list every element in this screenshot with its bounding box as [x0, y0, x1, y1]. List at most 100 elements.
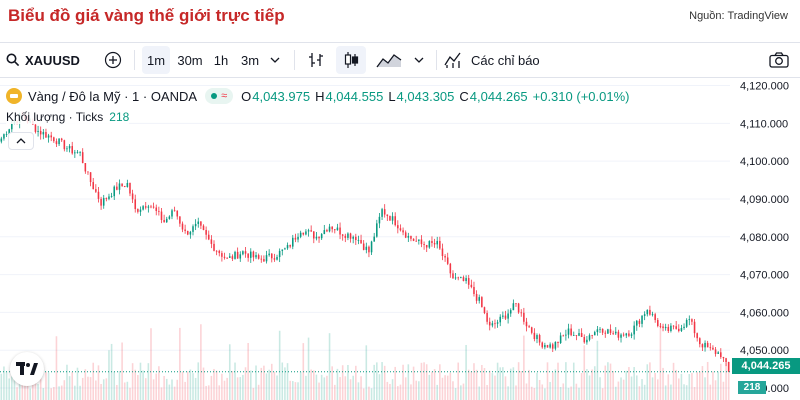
candle-body: [509, 310, 512, 314]
candle-body: [452, 273, 454, 279]
interval-1m[interactable]: 1m: [142, 46, 170, 74]
volume-bar: [404, 377, 407, 400]
volume-bar: [252, 387, 255, 400]
candle-body: [496, 322, 499, 324]
toolbar-divider: [294, 50, 295, 70]
interval-30m[interactable]: 30m: [177, 52, 203, 68]
toolbar-divider: [134, 50, 135, 70]
candle-body: [517, 303, 520, 313]
price-axis-label: 4,080.000: [740, 232, 789, 244]
candle-body: [630, 334, 633, 336]
volume-bar: [557, 362, 559, 400]
volume-bar: [207, 385, 210, 400]
candle-body: [662, 326, 664, 329]
volume-bar: [389, 383, 391, 400]
candle-body: [557, 341, 559, 343]
chevron-down-icon: [414, 57, 424, 63]
interval-1h[interactable]: 1h: [213, 52, 229, 68]
volume-bar: [496, 362, 499, 400]
volume-bar: [536, 372, 538, 400]
price-axis-label: 4,110.000: [740, 118, 788, 130]
candle-body: [583, 337, 586, 343]
candle-body: [412, 238, 415, 241]
volume-bar: [486, 385, 488, 400]
interval-3m[interactable]: 3m: [240, 52, 260, 68]
candle-body: [562, 335, 565, 337]
volume-bar: [441, 377, 444, 400]
candle-body: [171, 210, 173, 217]
candle-body: [129, 182, 131, 194]
candle-body: [654, 314, 656, 321]
volume-bar: [638, 386, 641, 400]
volume-bar: [260, 367, 263, 400]
volume-bar: [596, 340, 599, 400]
candle-body: [192, 226, 194, 232]
market-status-badge[interactable]: ≈: [205, 88, 234, 104]
candle-body: [580, 333, 583, 338]
candle-body: [84, 162, 87, 172]
candle-body: [318, 236, 320, 239]
page-header: Biểu đồ giá vàng thế giới trực tiếp Nguồ…: [0, 0, 800, 34]
candle-body: [410, 235, 412, 239]
candle-body: [460, 277, 462, 278]
volume-bar: [662, 367, 664, 400]
interval-dropdown[interactable]: [266, 43, 284, 77]
indicators-button[interactable]: Các chỉ báo: [444, 43, 554, 77]
candle-body: [355, 236, 357, 241]
candle-body: [433, 242, 436, 245]
candle-body: [622, 334, 625, 336]
change-value: +0.310 (+0.01%): [532, 88, 630, 104]
candle-body: [349, 233, 352, 239]
compare-symbol-button[interactable]: [100, 43, 126, 77]
candle-body: [365, 246, 368, 250]
candle-body: [428, 241, 431, 248]
volume-bar: [725, 362, 727, 400]
bar-style-button[interactable]: [302, 43, 330, 77]
volume-bar: [116, 384, 118, 400]
candle-body: [8, 129, 10, 135]
area-style-button[interactable]: [372, 43, 406, 77]
volume-bar: [449, 372, 452, 400]
volume-bar: [297, 382, 299, 400]
current-volume-tag: 218: [738, 381, 766, 394]
screenshot-button[interactable]: [764, 43, 794, 77]
volume-bar: [326, 375, 328, 400]
volume-bar: [202, 367, 205, 400]
volume-bar: [688, 374, 691, 400]
candle-body: [628, 333, 630, 336]
volume-bar: [236, 377, 239, 400]
candle-body: [567, 328, 570, 335]
candle-body: [310, 230, 312, 232]
volume-bar: [255, 365, 257, 400]
volume-bar: [129, 387, 131, 400]
candle-body: [278, 250, 281, 258]
volume-bar: [706, 361, 709, 400]
candle-body: [680, 328, 683, 331]
indicators-label: Các chỉ báo: [471, 52, 540, 68]
candles-style-button[interactable]: [336, 46, 366, 74]
candle-body: [184, 229, 186, 231]
candle-body: [147, 206, 150, 208]
volume-bar: [323, 377, 326, 400]
collapse-legend-button[interactable]: [8, 132, 34, 150]
candle-body: [47, 135, 50, 138]
symbol-name: Vàng / Đô la Mỹ · 1 · OANDA: [28, 88, 198, 104]
candle-body: [609, 329, 612, 333]
volume-bar: [488, 370, 491, 400]
symbol-search[interactable]: XAUUSD: [6, 43, 96, 77]
chart-area[interactable]: 4,120.000 4,110.000 4,100.000 4,090.000 4,08…: [0, 78, 800, 400]
volume-bar: [152, 379, 155, 400]
chart-style-dropdown[interactable]: [410, 43, 428, 77]
candle-body: [236, 251, 239, 259]
low-value: 4,043.305: [396, 88, 455, 104]
candle-body: [284, 248, 286, 250]
tradingview-logo[interactable]: [10, 352, 44, 386]
candle-body: [651, 314, 654, 316]
candle-body: [168, 216, 171, 219]
volume-bar: [549, 381, 551, 400]
volume-bar: [184, 381, 186, 400]
volume-bar: [11, 376, 13, 400]
volume-bar: [381, 362, 383, 400]
price-chart[interactable]: 4,120.000 4,110.000 4,100.000 4,090.000 4,08…: [0, 78, 800, 400]
volume-bar: [63, 380, 66, 400]
